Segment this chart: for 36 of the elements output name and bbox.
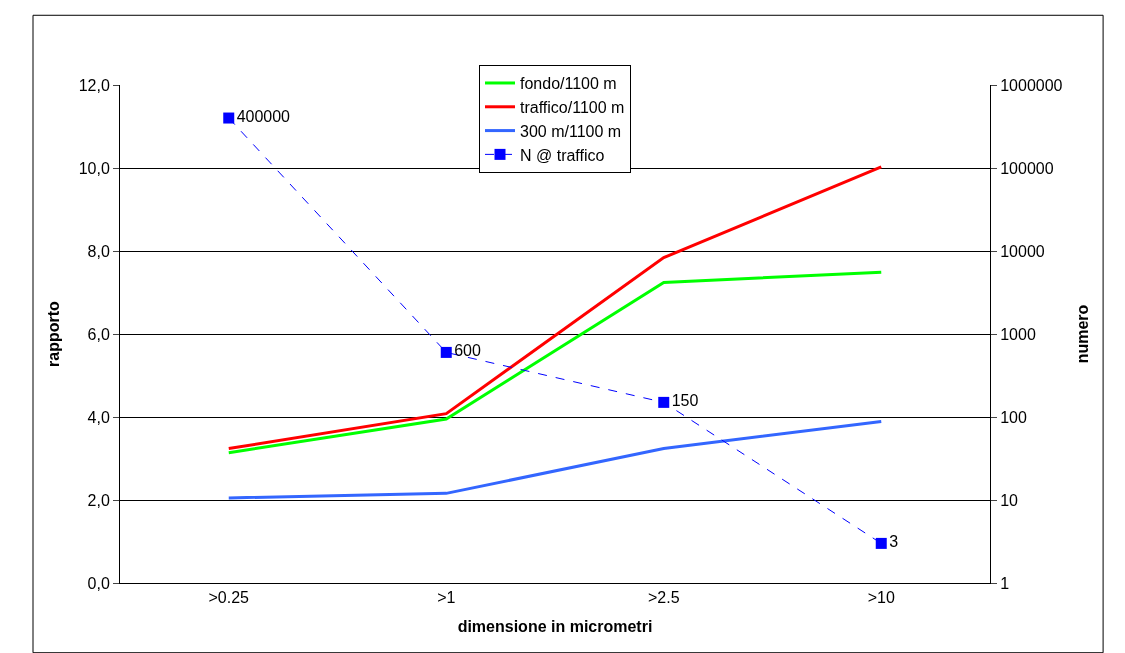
y-tick-label: 4,0	[87, 408, 110, 426]
x-tick-label: >10	[867, 589, 895, 607]
line-series	[227, 165, 883, 451]
y2-tick-label: 10	[1000, 491, 1019, 509]
y-tick-label: 2,0	[87, 491, 110, 509]
data-label: 600	[454, 342, 481, 360]
legend-label: traffico/1100 m	[520, 99, 625, 117]
point	[658, 396, 670, 408]
x-axis-title: dimensione in micrometri	[457, 617, 653, 635]
x-tick-label: >2.5	[647, 589, 680, 607]
y2-axis-title: numero	[1074, 304, 1092, 364]
x-tick-label: >1	[437, 589, 456, 607]
data-label: 150	[671, 392, 699, 410]
y-axis-title: rapporto	[44, 300, 62, 367]
y2-tick-label: 1000000	[1000, 76, 1063, 94]
y2-tick-label: 1000	[1000, 325, 1036, 343]
y2-tick-label: 100000	[1000, 159, 1054, 177]
line-series	[227, 270, 883, 455]
y-tick-label: 6,0	[87, 325, 110, 343]
point	[875, 537, 887, 549]
y-tick-label: 12,0	[78, 76, 110, 94]
data-label: 400000	[236, 108, 291, 126]
y-tick-label: 0,0	[87, 574, 110, 592]
point	[223, 112, 235, 124]
legend-label: 300 m/1100 m	[520, 122, 622, 140]
data-label: 3	[889, 533, 899, 551]
legend-label: fondo/1100 m	[520, 75, 617, 93]
y2-tick-label: 10000	[1000, 242, 1045, 260]
point	[440, 346, 452, 358]
y2-tick-label: 100	[1000, 408, 1027, 426]
y2-tick-label: 1	[1000, 574, 1010, 592]
legend-label: N @ traffico	[520, 146, 605, 164]
x-tick-label: >0.25	[208, 589, 250, 607]
y-tick-label: 10,0	[78, 159, 110, 177]
y-tick-label: 8,0	[87, 242, 110, 260]
line-series	[227, 420, 883, 500]
